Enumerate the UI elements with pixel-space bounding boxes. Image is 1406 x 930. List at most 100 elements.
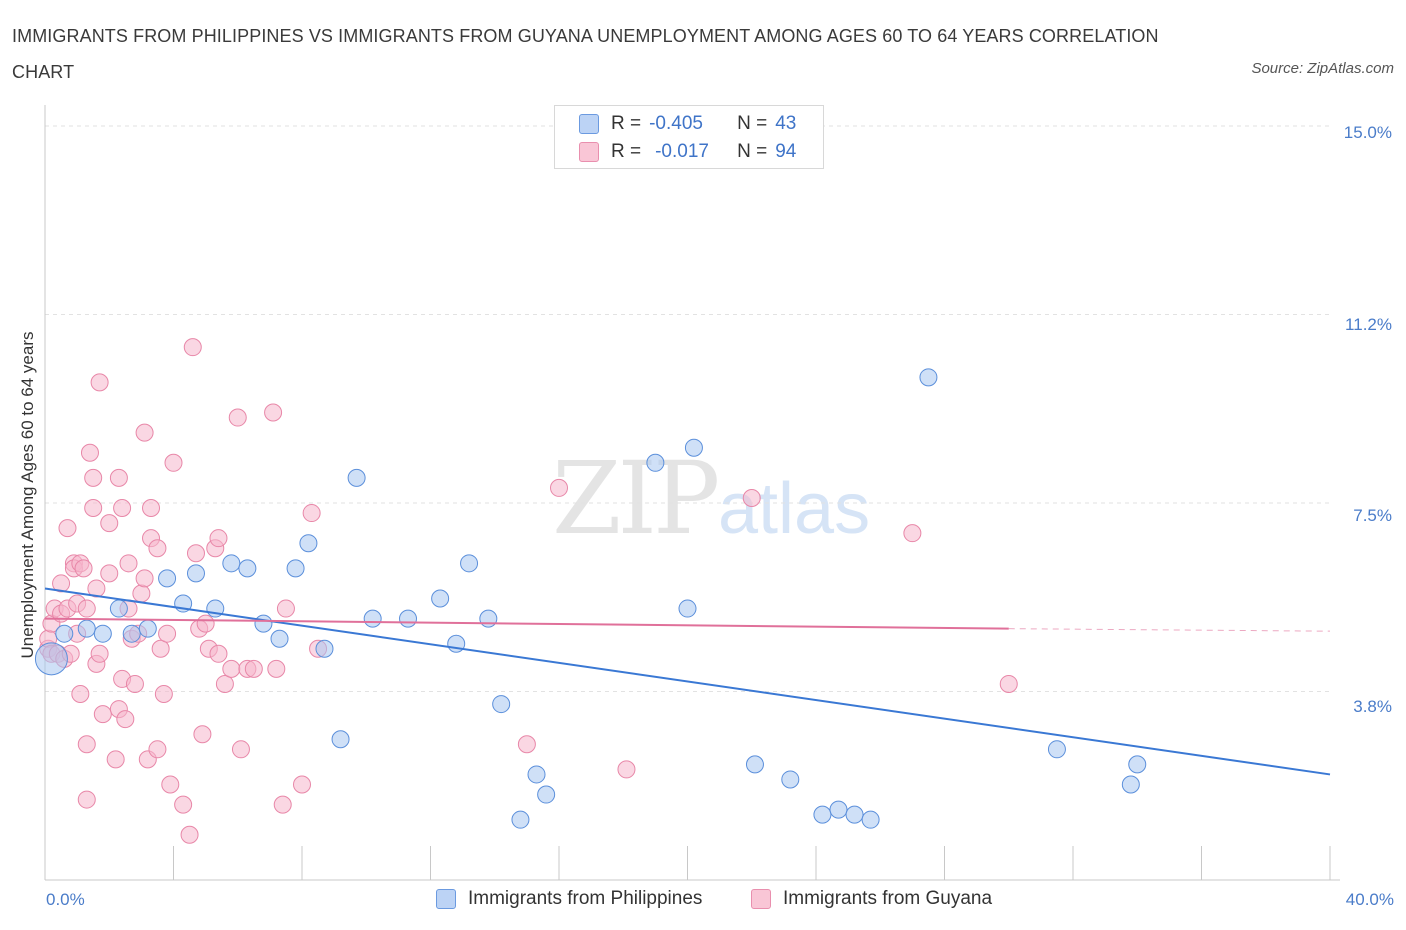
y-axis-label: Unemployment Among Ages 60 to 64 years (18, 331, 37, 659)
philippines-trend-line (44, 587, 1331, 776)
philippines-point-11 (222, 554, 241, 573)
guyana-point-77 (293, 775, 311, 794)
guyana-trend-line (44, 617, 1009, 630)
guyana-point-7 (52, 574, 71, 593)
philippines-point-33 (745, 755, 764, 774)
guyana-point-62 (196, 614, 215, 633)
philippines-point-19 (347, 468, 366, 487)
philippines-point-4 (109, 599, 128, 618)
guyana-point-21 (77, 790, 96, 809)
n-value-philippines: 43 (775, 113, 797, 134)
guyana-point-75 (273, 795, 292, 814)
philippines-point-26 (492, 695, 511, 714)
guyana-point-85 (999, 674, 1018, 693)
y-tick-label-7-5: 7.5% (1353, 506, 1392, 525)
y-tick-label-15: 15.0% (1343, 123, 1392, 142)
guyana-point-65 (209, 529, 228, 548)
guyana-point-82 (617, 760, 636, 779)
philippines-point-20 (363, 609, 382, 628)
guyana-point-44 (135, 423, 154, 442)
guyana-point-80 (517, 735, 536, 754)
guyana-point-38 (119, 554, 138, 573)
philippines-point-2 (77, 619, 96, 638)
philippines-point-21 (399, 609, 418, 628)
legend-item-guyana[interactable]: Immigrants from Guyana (751, 888, 992, 910)
guyana-point-81 (550, 478, 568, 497)
guyana-point-57 (180, 825, 199, 844)
philippines-point-41 (1121, 775, 1140, 794)
guyana-point-78 (302, 504, 321, 523)
guyana-swatch (751, 889, 771, 909)
philippines-point-24 (460, 554, 479, 573)
y-tick-label-3-8: 3.8% (1353, 697, 1392, 716)
x-tick-label-min: 0.0% (46, 890, 85, 909)
legend-item-philippines[interactable]: Immigrants from Philippines (436, 888, 702, 910)
guyana-point-52 (154, 685, 173, 704)
guyana-point-72 (244, 659, 263, 678)
series-legend: Immigrants from Philippines Immigrants f… (0, 888, 1406, 916)
philippines-point-9 (186, 564, 205, 583)
guyana-point-29 (93, 705, 112, 724)
guyana-point-41 (125, 674, 144, 693)
guyana-point-36 (113, 499, 132, 518)
philippines-swatch (579, 114, 599, 134)
guyana-point-27 (90, 644, 109, 663)
philippines-point-28 (527, 765, 546, 784)
guyana-point-45 (135, 569, 154, 588)
guyana-point-50 (148, 539, 167, 558)
philippines-point-37 (845, 805, 864, 824)
guyana-point-24 (84, 468, 103, 487)
guyana-point-47 (142, 499, 161, 518)
legend-label-guyana: Immigrants from Guyana (783, 888, 993, 909)
y-tick-label-11-2: 11.2% (1345, 315, 1392, 334)
philippines-point-13 (254, 614, 273, 633)
watermark-zip: ZIP (552, 440, 720, 557)
watermark-atlas: atlas (718, 469, 871, 549)
philippines-point-1 (55, 624, 74, 643)
guyana-point-59 (186, 544, 205, 563)
guyana-point-28 (90, 373, 109, 392)
philippines-point-40 (1047, 740, 1066, 759)
guyana-point-9 (58, 519, 77, 538)
philippines-point-25 (479, 609, 498, 628)
philippines-point-27 (511, 810, 530, 829)
guyana-swatch (579, 142, 599, 162)
guyana-point-53 (158, 624, 177, 643)
philippines-point-14 (270, 629, 289, 648)
source-credit: Source: ZipAtlas.com (1251, 60, 1394, 77)
guyana-point-58 (183, 338, 202, 357)
guyana-point-69 (228, 408, 247, 427)
guyana-point-51 (151, 639, 170, 658)
legend-row-guyana: R = -0.017 N = 94 (579, 140, 796, 164)
n-label: N = (737, 141, 768, 162)
philippines-point-30 (646, 453, 665, 472)
x-tick-label-max: 40.0% (1345, 890, 1394, 909)
guyana-point-76 (276, 599, 295, 618)
r-label: R = (611, 113, 642, 134)
correlation-legend: R = -0.405 N = 43 R = -0.017 N = 94 (554, 105, 824, 169)
philippines-swatch (436, 889, 456, 909)
philippines-point-17 (315, 639, 334, 658)
philippines-point-38 (861, 810, 880, 829)
guyana-point-61 (193, 725, 212, 744)
guyana-point-20 (77, 735, 96, 754)
philippines-point-34 (781, 770, 800, 789)
philippines-point-6 (138, 619, 157, 638)
guyana-point-55 (164, 453, 183, 472)
guyana-point-26 (87, 579, 106, 598)
r-label: R = (611, 141, 642, 162)
philippines-point-35 (813, 805, 832, 824)
guyana-point-43 (132, 584, 151, 603)
philippines-point-7 (158, 569, 177, 588)
philippines-point-42 (1128, 755, 1147, 774)
guyana-point-68 (222, 659, 241, 678)
guyana-point-49 (148, 740, 167, 759)
philippines-point-29 (537, 785, 556, 804)
guyana-point-37 (116, 710, 135, 729)
guyana-point-34 (109, 468, 128, 487)
guyana-point-54 (161, 775, 180, 794)
r-value-philippines: -0.405 (649, 113, 703, 134)
guyana-point-83 (742, 488, 761, 507)
chart-title: IMMIGRANTS FROM PHILIPPINES VS IMMIGRANT… (12, 26, 1159, 82)
guyana-point-73 (264, 403, 283, 422)
